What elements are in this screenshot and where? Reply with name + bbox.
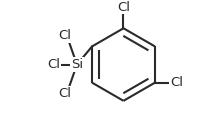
Text: Cl: Cl xyxy=(170,76,183,89)
Text: Si: Si xyxy=(71,58,83,71)
Text: Cl: Cl xyxy=(117,1,130,14)
Text: Cl: Cl xyxy=(47,58,60,71)
Text: Cl: Cl xyxy=(59,87,72,100)
Text: Cl: Cl xyxy=(59,29,72,42)
